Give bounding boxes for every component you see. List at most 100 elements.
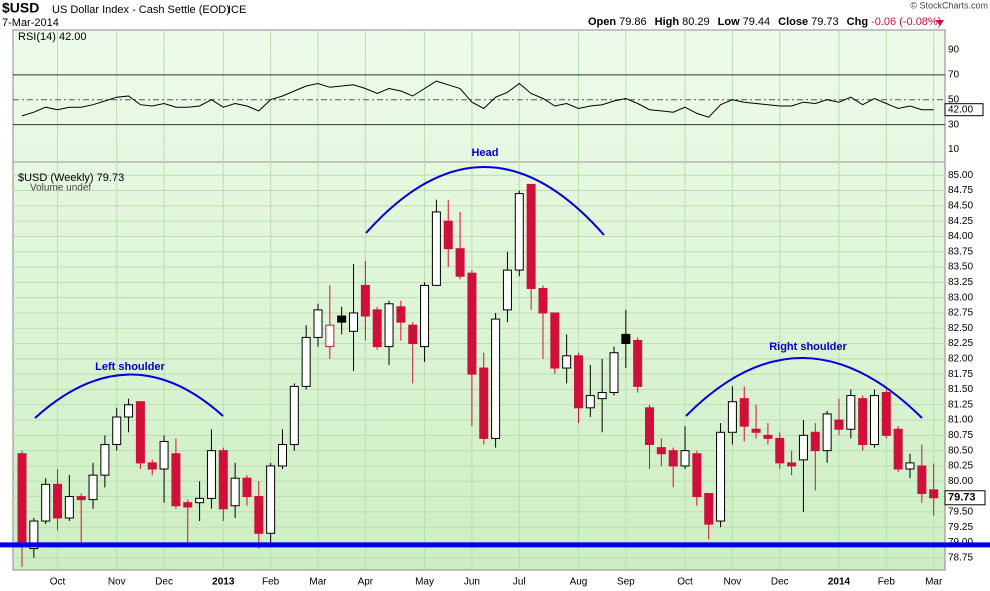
candle-body [858,398,868,446]
candle-body [822,413,832,452]
rsi-legend-value: 42.00 [59,31,87,43]
volume-legend: Volume undef [30,183,91,194]
candle-body [680,450,690,467]
x-tick-label: Feb [878,577,896,588]
candle-body [668,450,678,467]
y-tick-label: 83.25 [948,277,973,288]
candle-body [313,309,323,338]
x-tick-label: Dec [155,577,173,588]
last-price-box [944,490,986,506]
right-shoulder-arc [685,357,923,419]
x-tick-label: Oct [677,577,693,588]
quote-label: Open [588,16,616,28]
price-legend: $USD (Weekly) 79.73 [18,172,124,184]
symbol: $USD [2,0,39,16]
candle-body [479,367,489,439]
candle-body [230,477,240,507]
quote-label: Low [718,16,740,28]
candle-body [491,318,501,439]
candle-body [467,272,477,375]
candle-body [502,269,512,311]
candle-body [573,355,583,409]
candle-body [869,395,879,446]
candle-body [787,462,797,467]
price-legend-value: 79.73 [97,172,125,184]
y-tick-label: 83.50 [948,262,973,273]
candle-body [41,483,51,522]
candle-body [727,401,737,433]
candle-body [384,303,394,348]
candle-body [526,183,536,289]
candle-body [289,385,299,446]
plot-background [12,29,946,571]
quote-label: Chg [847,16,868,28]
candle-body [751,428,761,433]
candle-body [775,437,785,464]
candle-body [360,284,370,317]
exchange: ICE [228,4,246,16]
x-tick-label: Nov [108,577,126,588]
y-tick-label: 81.75 [948,369,973,380]
head-arc [365,166,605,236]
x-tick-label: May [415,577,434,588]
y-tick-label: 80.00 [948,476,973,487]
quote-value: 79.44 [743,16,771,28]
rsi-last-label: 42.00 [948,104,973,115]
candle-body [763,434,773,439]
y-tick-label: 79.25 [948,522,973,533]
x-tick-label: Nov [724,577,742,588]
left-shoulder-arc [34,373,224,419]
candle-body [834,419,844,430]
candle-body [301,336,311,387]
candle-body [716,431,726,522]
rsi-tick-label: 70 [948,69,960,80]
candle-body [645,407,655,446]
y-tick-label: 83.00 [948,292,973,303]
x-tick-label: Jul [513,577,526,588]
candle-body [135,401,145,464]
candle-body [147,462,157,470]
candle-body [609,352,619,394]
y-tick-label: 82.75 [948,308,973,319]
y-tick-label: 85.00 [948,170,973,181]
rsi-tick-label: 90 [948,45,960,56]
y-tick-label: 81.50 [948,384,973,395]
candle-body [431,211,441,286]
candle-body [455,248,465,277]
quote-label: High [655,16,680,28]
candle-body [325,324,335,348]
candle-body [810,431,820,452]
annotation: Left shoulder [95,361,165,373]
candle-body [798,434,808,461]
candle-body [656,447,666,455]
candle-body [597,392,607,400]
instrument-name: US Dollar Index - Cash Settle (EOD) [52,4,230,16]
x-tick-label: Apr [358,577,374,588]
quote-value: 80.29 [682,16,710,28]
price-legend-name: $USD (Weekly) [18,172,94,184]
candle-body [408,324,418,345]
change-arrow [936,20,944,26]
rsi-tick-label: 50 [948,94,960,105]
rsi-last-box [944,103,984,117]
candle-body [621,333,631,345]
y-tick-label: 84.00 [948,231,973,242]
x-tick-label: Jun [464,577,480,588]
y-tick-label: 84.50 [948,200,973,211]
candle-body [76,496,86,501]
date: 7-Mar-2014 [2,17,59,29]
x-tick-label: Sep [617,577,635,588]
x-tick-label: Oct [50,577,66,588]
quote-label: Close [778,16,808,28]
x-tick-label: Aug [570,577,588,588]
candle-body [266,465,276,534]
quote-value: 79.73 [811,16,839,28]
y-tick-label: 84.75 [948,185,973,196]
x-tick-label: 2013 [212,577,235,588]
y-tick-label: 78.75 [948,552,973,563]
candle-body [905,462,915,470]
quote-value: 79.86 [619,16,647,28]
candle-body [254,496,264,534]
candle-body [846,395,856,430]
candle-body [881,392,891,436]
